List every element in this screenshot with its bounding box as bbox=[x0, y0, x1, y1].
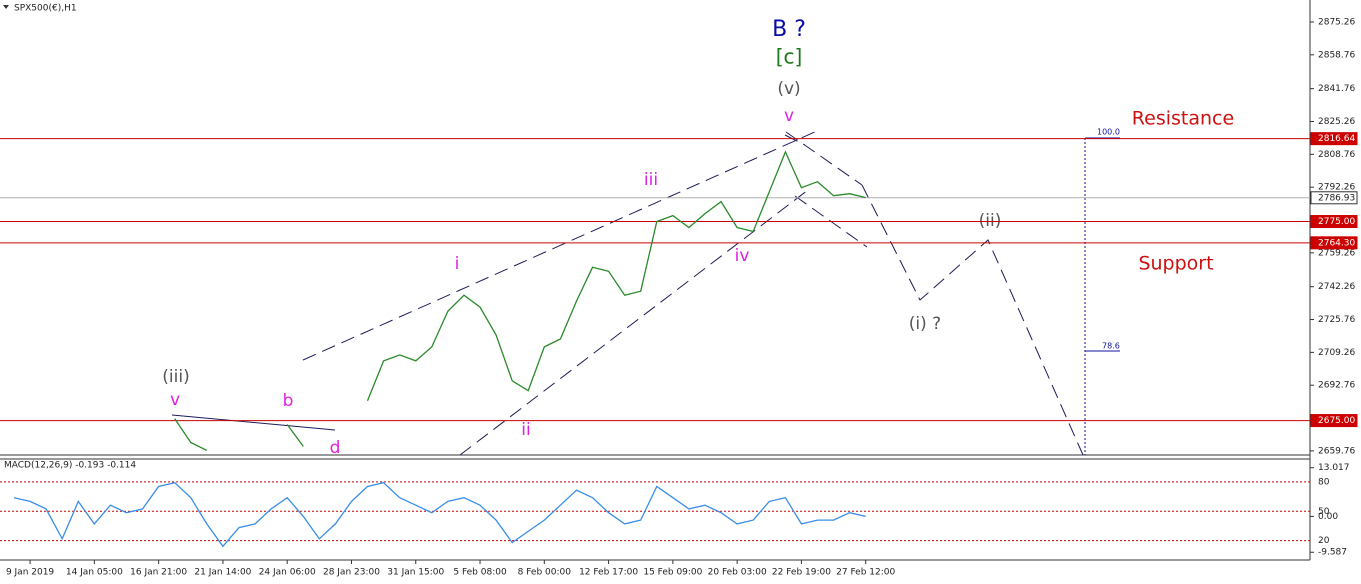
x-tick-label: 8 Feb 00:00 bbox=[518, 568, 572, 578]
x-tick-label: 9 Jan 2019 bbox=[6, 568, 54, 578]
annotation: iv bbox=[735, 246, 750, 266]
title-arrow bbox=[3, 5, 9, 9]
annotation: ii bbox=[521, 420, 530, 440]
x-tick-label: 24 Jan 06:00 bbox=[259, 568, 316, 578]
annotation: (v) bbox=[777, 79, 800, 99]
level-box bbox=[1310, 236, 1358, 250]
y-tick-label: 2808.76 bbox=[1318, 150, 1355, 160]
y-tick-label: 2659.76 bbox=[1318, 446, 1355, 456]
x-tick-label: 27 Feb 12:00 bbox=[836, 568, 895, 578]
price-line bbox=[13, 481, 866, 548]
annotation: d bbox=[330, 438, 341, 458]
y-tick-label: 2841.76 bbox=[1318, 84, 1355, 94]
level-label: 2816.64 bbox=[1318, 134, 1355, 144]
chart-title: SPX500(€),H1 bbox=[14, 4, 77, 14]
x-tick-label: 12 Feb 17:00 bbox=[579, 568, 638, 578]
annotation: B ? bbox=[772, 17, 806, 42]
price-line bbox=[174, 150, 866, 451]
x-tick-label: 16 Jan 21:00 bbox=[130, 568, 187, 578]
y-tick-label: 2792.26 bbox=[1318, 183, 1355, 193]
x-tick-label: 22 Feb 19:00 bbox=[772, 568, 831, 578]
y2-tick-label: 20 bbox=[1318, 536, 1330, 546]
level-box bbox=[1310, 414, 1358, 428]
y2-tick-label: 80 bbox=[1318, 477, 1330, 487]
y-tick-label: 2709.26 bbox=[1318, 348, 1355, 358]
y-tick-label: 0.00 bbox=[1318, 512, 1338, 522]
annotation: Resistance bbox=[1132, 108, 1234, 130]
y-tick-label: 2725.76 bbox=[1318, 315, 1355, 325]
y-tick-label: -9.587 bbox=[1318, 548, 1347, 558]
y-tick-label: 13.017 bbox=[1318, 463, 1350, 473]
annotation: Support bbox=[1138, 253, 1213, 275]
fib-label: 78.6 bbox=[1102, 342, 1120, 351]
y-tick-label: 2875.26 bbox=[1318, 17, 1355, 27]
y-tick-label: 2759.26 bbox=[1318, 248, 1355, 258]
x-tick-label: 31 Jan 15:00 bbox=[387, 568, 444, 578]
level-box bbox=[1310, 132, 1358, 146]
level-label: 2775.00 bbox=[1318, 217, 1355, 227]
x-tick-label: 14 Jan 05:00 bbox=[66, 568, 123, 578]
annotation: [c] bbox=[776, 45, 803, 69]
x-tick-label: 21 Jan 14:00 bbox=[194, 568, 251, 578]
x-tick-label: 5 Feb 08:00 bbox=[453, 568, 507, 578]
annotation: (ii) bbox=[979, 211, 1002, 231]
annotation: i bbox=[455, 254, 460, 274]
level-label: 2675.00 bbox=[1318, 416, 1355, 426]
x-tick-label: 20 Feb 03:00 bbox=[708, 568, 767, 578]
annotation: v bbox=[784, 106, 794, 126]
annotation: (i) ? bbox=[909, 314, 941, 334]
annotation: iii bbox=[644, 170, 658, 190]
y2-tick-label: 50 bbox=[1318, 507, 1330, 517]
fib-label: 100.0 bbox=[1097, 128, 1120, 137]
annotation: v bbox=[170, 390, 180, 410]
level-label: 2786.93 bbox=[1318, 193, 1355, 203]
y-tick-label: 2858.76 bbox=[1318, 50, 1355, 60]
annotation: b bbox=[283, 391, 294, 411]
y-tick-label: 2742.26 bbox=[1318, 282, 1355, 292]
y-tick-label: 2692.76 bbox=[1318, 381, 1355, 391]
x-tick-label: 28 Jan 23:00 bbox=[323, 568, 380, 578]
macd-title: MACD(12,26,9) -0.193 -0.114 bbox=[4, 461, 136, 471]
annotation: (iii) bbox=[162, 367, 189, 387]
level-box bbox=[1310, 215, 1358, 229]
level-box bbox=[1310, 191, 1358, 205]
level-label: 2764.30 bbox=[1318, 238, 1355, 248]
x-tick-label: 15 Feb 09:00 bbox=[643, 568, 702, 578]
y-tick-label: 2825.26 bbox=[1318, 117, 1355, 127]
